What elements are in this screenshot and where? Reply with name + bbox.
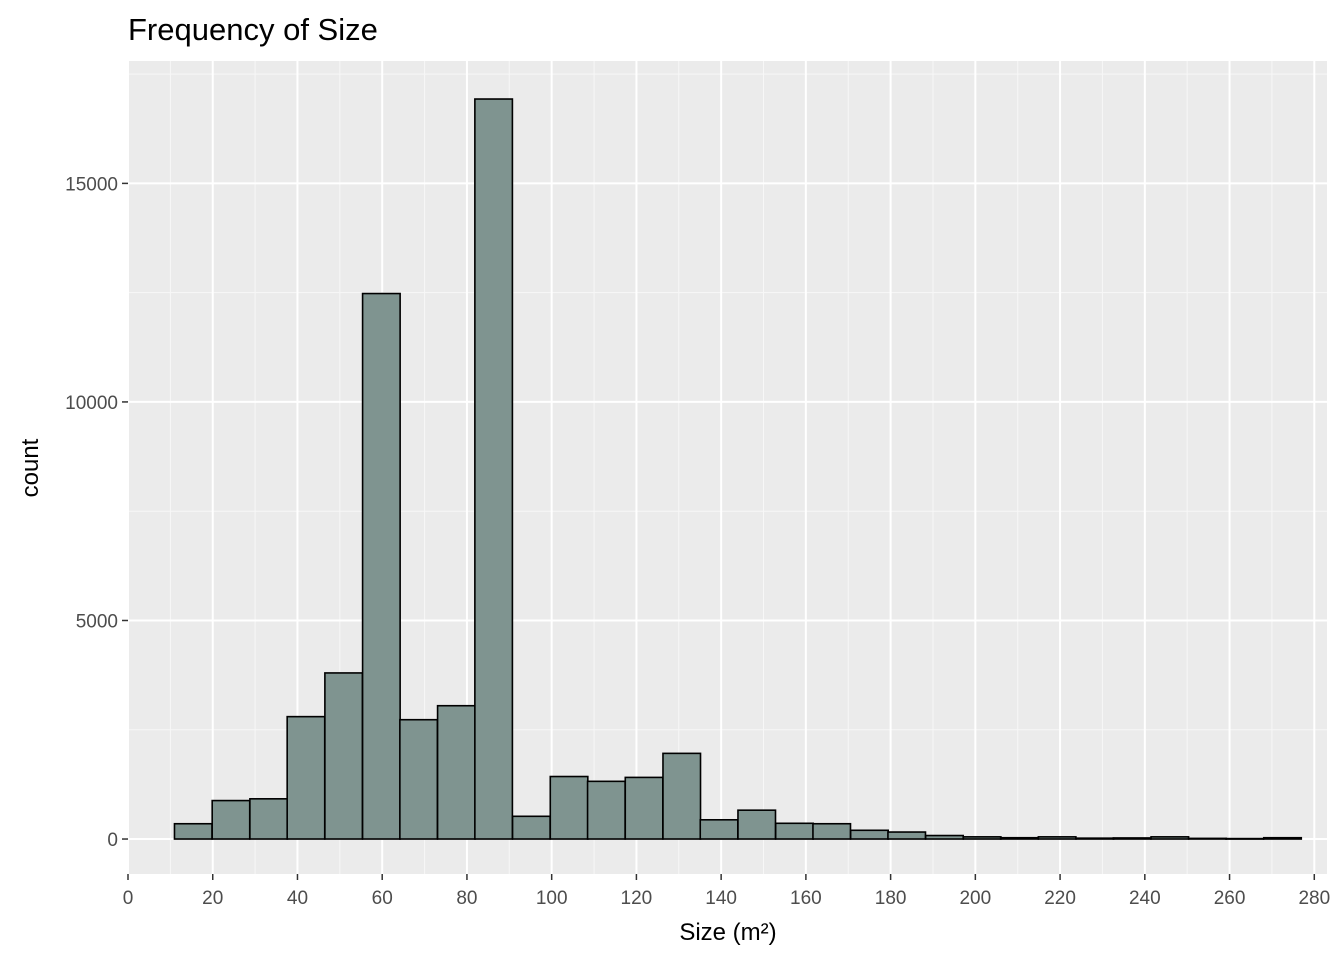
histogram-bar [249,798,289,840]
x-tick-label: 200 [959,888,991,909]
x-tick-label: 80 [456,888,477,909]
x-axis-ticks: 0 20 40 60 80 100 120 140 160 180 200 220 240 260 280 [123,874,1330,909]
histogram-bar [399,718,439,840]
histogram-bar [286,715,326,840]
histogram-bar [1262,836,1303,840]
histogram-bar [737,809,777,840]
histogram-bar [511,815,551,840]
histogram-bar [812,822,852,840]
histogram-bar [1187,837,1228,840]
histogram-bar [361,292,401,840]
histogram-bar [662,752,702,840]
x-tick-label: 0 [123,888,134,909]
histogram-bar [1112,837,1152,840]
x-tick-label: 240 [1129,888,1161,909]
histogram-bar [586,780,626,840]
histogram-bar [474,98,514,840]
histogram-bar [549,775,589,840]
y-tick-label: 5000 [76,611,118,632]
x-tick-label: 140 [705,888,737,909]
x-tick-label: 180 [875,888,907,909]
y-axis-ticks: 0 5000 10000 15000 [65,174,128,851]
histogram-bar [1150,836,1190,840]
histogram-bar [849,829,889,840]
y-tick-label: 15000 [65,174,118,195]
y-tick-label: 10000 [65,393,118,414]
x-tick-label: 260 [1214,888,1246,909]
histogram-bar [436,704,476,840]
histogram-bar [1075,837,1115,840]
y-tick-label: 0 [107,830,118,851]
x-tick-label: 220 [1044,888,1076,909]
histogram-bar [324,672,364,840]
minor-gridlines [128,61,1327,874]
x-tick-label: 160 [790,888,822,909]
histogram-bar [924,834,964,840]
histogram-bar [887,831,927,840]
histogram-bar [774,822,815,840]
histogram-bar [1037,836,1077,840]
x-tick-label: 120 [621,888,653,909]
x-tick-label: 20 [202,888,223,909]
histogram-bar [962,836,1002,840]
chart-title: Frequency of Size [128,12,378,47]
x-tick-label: 280 [1298,888,1330,909]
x-tick-label: 40 [287,888,308,909]
histogram-bar [1225,837,1265,840]
histogram-bar [211,799,251,840]
histogram-bars [173,98,1303,840]
histogram-bar [999,836,1039,840]
histogram-bar [173,822,213,840]
histogram-bar [699,818,739,840]
x-axis-label: Size (m²) [679,919,776,946]
histogram-bar [624,776,664,840]
y-axis-label: count [17,438,44,497]
x-tick-label: 60 [372,888,393,909]
x-tick-label: 100 [536,888,568,909]
